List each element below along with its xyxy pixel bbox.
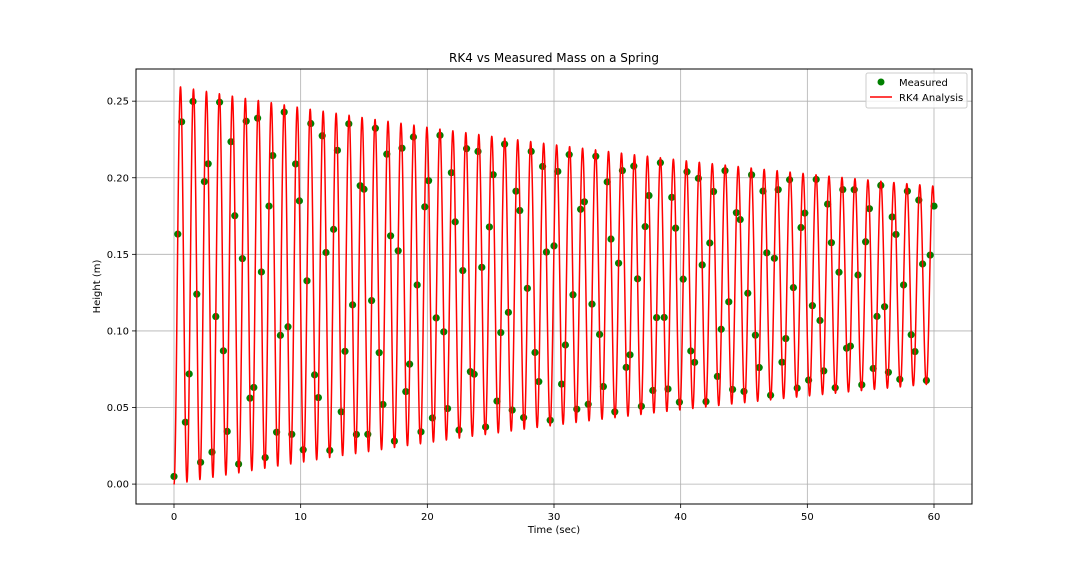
x-tick-label: 40 — [674, 512, 687, 523]
legend-label-rk4: RK4 Analysis — [899, 93, 963, 104]
x-axis-label: Time (sec) — [527, 525, 580, 536]
legend: Measured RK4 Analysis — [865, 72, 968, 109]
x-tick-label: 30 — [548, 512, 561, 523]
y-tick-label: 0.10 — [107, 326, 129, 337]
x-tick-label: 0 — [171, 512, 177, 523]
x-tick-label: 20 — [421, 512, 434, 523]
plot-area — [170, 86, 938, 485]
tick-marks — [132, 100, 935, 508]
legend-box — [865, 72, 968, 109]
y-tick-label: 0.15 — [107, 250, 129, 261]
rk4-analysis-line — [173, 86, 935, 485]
y-tick-label: 0.00 — [107, 480, 129, 491]
legend-label-measured: Measured — [899, 78, 948, 89]
chart-title: RK4 vs Measured Mass on a Spring — [449, 51, 659, 65]
x-tick-label: 10 — [294, 512, 307, 523]
y-tick-label: 0.05 — [107, 403, 129, 414]
x-tick-label: 60 — [928, 512, 941, 523]
y-tick-label: 0.25 — [107, 97, 129, 108]
x-tick-label: 50 — [801, 512, 814, 523]
legend-marker-measured — [877, 78, 885, 86]
y-axis-label: Height (m) — [92, 260, 103, 314]
y-tick-label: 0.20 — [107, 173, 129, 184]
